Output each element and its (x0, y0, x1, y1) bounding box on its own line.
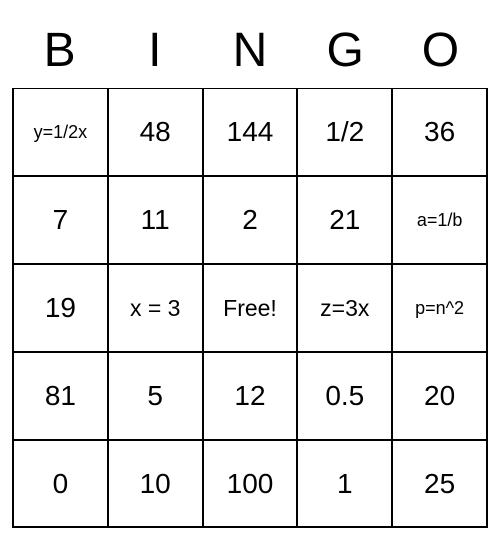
bingo-cell[interactable]: 100 (203, 440, 298, 528)
bingo-header-I: I (107, 12, 202, 88)
bingo-cell[interactable]: 0.5 (297, 352, 392, 440)
bingo-card: B I N G O y=1/2x 48 144 1/2 36 7 11 2 21… (12, 12, 488, 528)
bingo-cell[interactable]: z=3x (297, 264, 392, 352)
bingo-cell[interactable]: 25 (392, 440, 488, 528)
bingo-row-2: 19 x = 3 Free! z=3x p=n^2 (12, 264, 488, 352)
bingo-row-3: 81 5 12 0.5 20 (12, 352, 488, 440)
bingo-cell[interactable]: 1 (297, 440, 392, 528)
bingo-header-G: G (298, 12, 393, 88)
bingo-cell[interactable]: 11 (108, 176, 203, 264)
bingo-header-row: B I N G O (12, 12, 488, 88)
bingo-cell[interactable]: p=n^2 (392, 264, 488, 352)
bingo-cell[interactable]: 48 (108, 88, 203, 176)
bingo-cell-free[interactable]: Free! (203, 264, 298, 352)
bingo-cell[interactable]: 19 (12, 264, 108, 352)
bingo-row-0: y=1/2x 48 144 1/2 36 (12, 88, 488, 176)
bingo-header-O: O (393, 12, 488, 88)
bingo-cell[interactable]: 36 (392, 88, 488, 176)
bingo-cell[interactable]: a=1/b (392, 176, 488, 264)
bingo-cell[interactable]: 81 (12, 352, 108, 440)
bingo-cell[interactable]: 144 (203, 88, 298, 176)
bingo-cell[interactable]: x = 3 (108, 264, 203, 352)
bingo-cell[interactable]: 20 (392, 352, 488, 440)
bingo-cell[interactable]: 1/2 (297, 88, 392, 176)
bingo-cell[interactable]: 12 (203, 352, 298, 440)
bingo-header-N: N (202, 12, 297, 88)
bingo-cell[interactable]: 5 (108, 352, 203, 440)
bingo-cell[interactable]: 21 (297, 176, 392, 264)
bingo-cell[interactable]: 7 (12, 176, 108, 264)
bingo-cell[interactable]: 10 (108, 440, 203, 528)
bingo-header-B: B (12, 12, 107, 88)
bingo-cell[interactable]: y=1/2x (12, 88, 108, 176)
bingo-row-1: 7 11 2 21 a=1/b (12, 176, 488, 264)
bingo-cell[interactable]: 0 (12, 440, 108, 528)
bingo-row-4: 0 10 100 1 25 (12, 440, 488, 528)
bingo-cell[interactable]: 2 (203, 176, 298, 264)
